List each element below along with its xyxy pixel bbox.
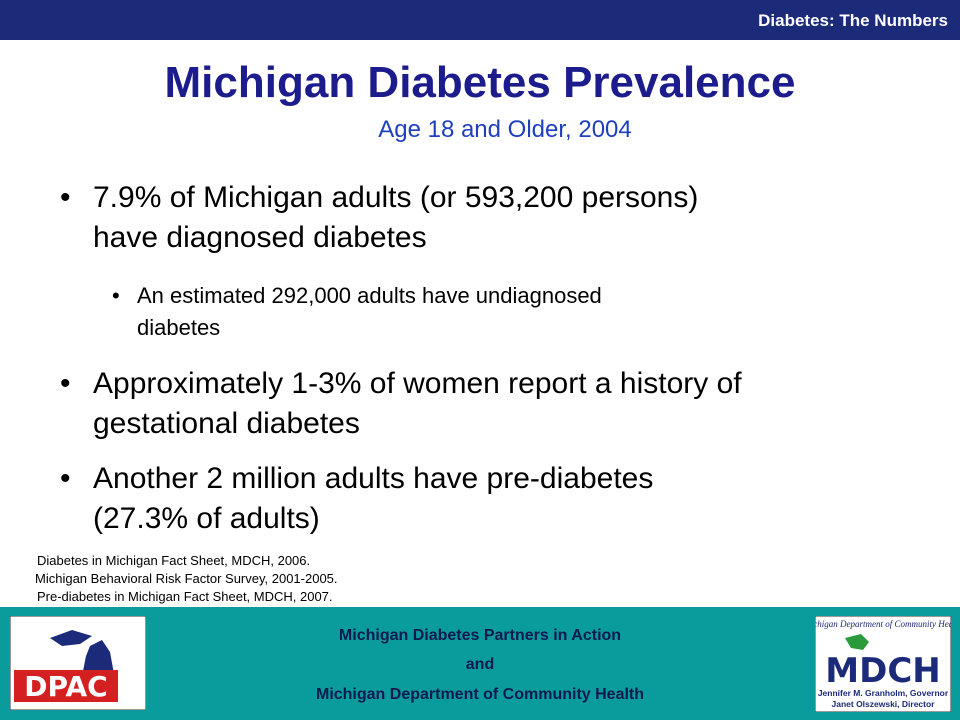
logo-line: Jennifer M. Granholm, Governor — [818, 688, 949, 698]
subtitle: Age 18 and Older, 2004 — [378, 116, 632, 143]
logo-text: DPAC — [24, 670, 107, 703]
bullet-dot: • — [112, 283, 120, 308]
footer-line: Michigan Diabetes Partners in Action — [338, 627, 622, 644]
logo-heading: Michigan Department of Community Health — [815, 619, 951, 629]
bullet-line: Another 2 million adults have pre-diabet… — [93, 462, 654, 495]
logo-line: Janet Olszewski, Director — [832, 699, 936, 709]
bullet-dot: • — [60, 367, 71, 400]
title: Michigan Diabetes Prevalence — [164, 58, 796, 107]
bullet-line: An estimated 292,000 adults have undiagn… — [137, 283, 602, 308]
footer-bar — [0, 607, 960, 720]
bullet-line: diabetes — [137, 315, 221, 340]
source: Michigan Behavioral Risk Factor Survey, … — [35, 571, 338, 586]
bullet-line: (27.3% of adults) — [93, 502, 320, 535]
bullet-line: 7.9% of Michigan adults (or 593,200 pers… — [93, 181, 699, 214]
top-bar — [0, 0, 960, 40]
bullet-dot: • — [60, 462, 71, 495]
logo-text: MDCH — [825, 651, 940, 691]
bullet-line: gestational diabetes — [93, 407, 360, 440]
source: Diabetes in Michigan Fact Sheet, MDCH, 2… — [37, 553, 311, 568]
mdch-logo: Michigan Department of Community Health … — [815, 616, 951, 712]
bullet-line: Approximately 1-3% of women report a his… — [93, 367, 742, 400]
dpac-logo: DPAC — [10, 616, 146, 710]
bullet-dot: • — [60, 181, 71, 214]
header-label: Diabetes: The Numbers — [758, 11, 948, 30]
footer-line: and — [465, 656, 495, 673]
bullet-line: have diagnosed diabetes — [93, 221, 427, 254]
source: Pre-diabetes in Michigan Fact Sheet, MDC… — [37, 589, 333, 604]
footer-line: Michigan Department of Community Health — [315, 686, 645, 703]
